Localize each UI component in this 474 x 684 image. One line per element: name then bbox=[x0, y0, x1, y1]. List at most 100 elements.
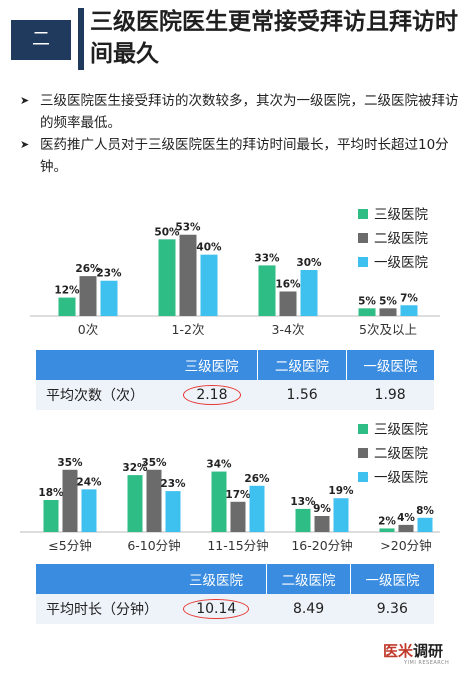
category-label: 6-10分钟 bbox=[127, 538, 180, 553]
data-label: 2% bbox=[378, 515, 396, 527]
table-cell: 1.56 bbox=[257, 380, 347, 410]
bar-二级医院 bbox=[279, 291, 297, 316]
data-label: 4% bbox=[397, 512, 415, 524]
table-header-cell: 一级医院 bbox=[350, 564, 434, 594]
highlighted-value: 2.18 bbox=[183, 385, 241, 405]
visit-count-table: 三级医院 二级医院 一级医院 平均次数（次） 2.18 1.56 1.98 bbox=[36, 350, 434, 410]
legend-item-tier1: 一级医院 bbox=[358, 466, 428, 490]
data-label: 9% bbox=[313, 503, 331, 515]
data-label: 30% bbox=[296, 257, 322, 269]
bar-三级医院 bbox=[295, 508, 311, 532]
visit-duration-table: 三级医院 二级医院 一级医院 平均时长（分钟） 10.14 8.49 9.36 bbox=[36, 564, 434, 624]
page-header: 二 三级医院医生更常接受拜访且拜访时间最久 bbox=[0, 0, 474, 80]
bar-二级医院 bbox=[398, 524, 414, 532]
bar-一级医院 bbox=[81, 489, 97, 532]
table-header-cell: 三级医院 bbox=[166, 350, 258, 380]
legend-swatch bbox=[358, 472, 368, 482]
bar-三级医院 bbox=[211, 471, 227, 532]
table-row: 平均次数（次） 2.18 1.56 1.98 bbox=[36, 380, 434, 410]
row-label: 平均时长（分钟） bbox=[36, 594, 166, 624]
bar-一级医院 bbox=[300, 270, 318, 316]
data-label: 40% bbox=[196, 242, 222, 254]
bar-三级医院 bbox=[43, 500, 59, 532]
row-label: 平均次数（次） bbox=[36, 380, 166, 410]
bar-一级医院 bbox=[400, 305, 418, 316]
data-label: 35% bbox=[57, 457, 83, 469]
bar-三级医院 bbox=[258, 265, 276, 316]
data-label: 23% bbox=[160, 478, 186, 490]
data-label: 53% bbox=[175, 222, 201, 234]
bar-一级医院 bbox=[100, 280, 118, 316]
bar-二级医院 bbox=[179, 234, 197, 316]
table-header-row: 三级医院 二级医院 一级医院 bbox=[36, 350, 434, 380]
category-label: 5次及以上 bbox=[359, 322, 417, 337]
bar-二级医院 bbox=[79, 276, 97, 316]
table-header-row: 三级医院 二级医院 一级医院 bbox=[36, 564, 434, 594]
bar-一级医院 bbox=[333, 498, 349, 532]
data-label: 8% bbox=[416, 505, 434, 517]
table-cell: 8.49 bbox=[266, 594, 351, 624]
category-label: 16-20分钟 bbox=[291, 538, 352, 553]
bar-三级医院 bbox=[127, 475, 143, 532]
legend-item-tier3: 三级医院 bbox=[358, 418, 428, 442]
data-label: 13% bbox=[290, 496, 316, 508]
legend-item-tier3: 三级医院 bbox=[358, 203, 428, 227]
table-header-cell: 二级医院 bbox=[265, 564, 351, 594]
data-label: 12% bbox=[54, 285, 80, 297]
chart1-legend: 三级医院 二级医院 一级医院 bbox=[358, 203, 428, 275]
brand-logo: 医米调研 bbox=[383, 642, 444, 660]
legend-item-tier2: 二级医院 bbox=[358, 227, 428, 251]
chart2-legend: 三级医院 二级医院 一级医院 bbox=[358, 418, 428, 490]
data-label: 5% bbox=[379, 295, 397, 307]
data-label: 35% bbox=[141, 457, 167, 469]
data-label: 17% bbox=[225, 489, 251, 501]
data-label: 5% bbox=[358, 295, 376, 307]
category-label: 3-4次 bbox=[272, 322, 305, 337]
bar-二级医院 bbox=[146, 469, 162, 532]
table-cell: 1.98 bbox=[346, 380, 434, 410]
bullet-list: ➤ 三级医院医生接受拜访的次数较多，其次为一级医院，二级医院被拜访的频率最低。 ➤… bbox=[20, 90, 460, 178]
table-header-cell: 三级医院 bbox=[166, 564, 267, 594]
category-label: >20分钟 bbox=[380, 538, 431, 553]
brand-logo-subtext: YIMI RESEARCH bbox=[404, 660, 450, 666]
data-label: 24% bbox=[76, 476, 102, 488]
legend-swatch bbox=[358, 233, 368, 243]
bar-二级医院 bbox=[379, 308, 397, 316]
bar-三级医院 bbox=[58, 297, 76, 316]
table-row: 平均时长（分钟） 10.14 8.49 9.36 bbox=[36, 594, 434, 624]
data-label: 32% bbox=[122, 462, 148, 474]
category-label: 11-15分钟 bbox=[207, 538, 268, 553]
title-accent-bar bbox=[78, 8, 84, 70]
data-label: 26% bbox=[75, 263, 101, 275]
bar-一级医院 bbox=[165, 491, 181, 532]
arrow-bullet-icon: ➤ bbox=[20, 138, 30, 151]
bar-三级医院 bbox=[358, 308, 376, 316]
category-label: ≤5分钟 bbox=[48, 538, 91, 553]
legend-item-tier1: 一级医院 bbox=[358, 251, 428, 275]
legend-item-tier2: 二级医院 bbox=[358, 442, 428, 466]
table-header-cell: 一级医院 bbox=[345, 350, 434, 380]
data-label: 50% bbox=[154, 226, 180, 238]
data-label: 23% bbox=[96, 268, 122, 280]
arrow-bullet-icon: ➤ bbox=[20, 94, 30, 107]
data-label: 18% bbox=[38, 487, 64, 499]
bar-三级医院 bbox=[379, 528, 395, 532]
legend-swatch bbox=[358, 209, 368, 219]
data-label: 33% bbox=[254, 252, 280, 264]
bullet-item: ➤ 三级医院医生接受拜访的次数较多，其次为一级医院，二级医院被拜访的频率最低。 bbox=[20, 90, 460, 134]
category-label: 1-2次 bbox=[172, 322, 205, 337]
page-title: 三级医院医生更常接受拜访且拜访时间最久 bbox=[90, 9, 458, 67]
data-label: 26% bbox=[244, 473, 270, 485]
data-label: 7% bbox=[400, 292, 418, 304]
bar-三级医院 bbox=[158, 239, 176, 316]
data-label: 16% bbox=[275, 278, 301, 290]
data-label: 19% bbox=[328, 485, 354, 497]
bar-二级医院 bbox=[62, 469, 78, 532]
category-label: 0次 bbox=[78, 322, 98, 337]
bar-二级医院 bbox=[314, 516, 330, 532]
visit-duration-chart: 18%35%24%≤5分钟32%35%23%6-10分钟34%17%26%11-… bbox=[20, 457, 440, 553]
bar-一级医院 bbox=[200, 254, 218, 316]
highlighted-value: 10.14 bbox=[183, 599, 250, 619]
legend-swatch bbox=[358, 424, 368, 434]
